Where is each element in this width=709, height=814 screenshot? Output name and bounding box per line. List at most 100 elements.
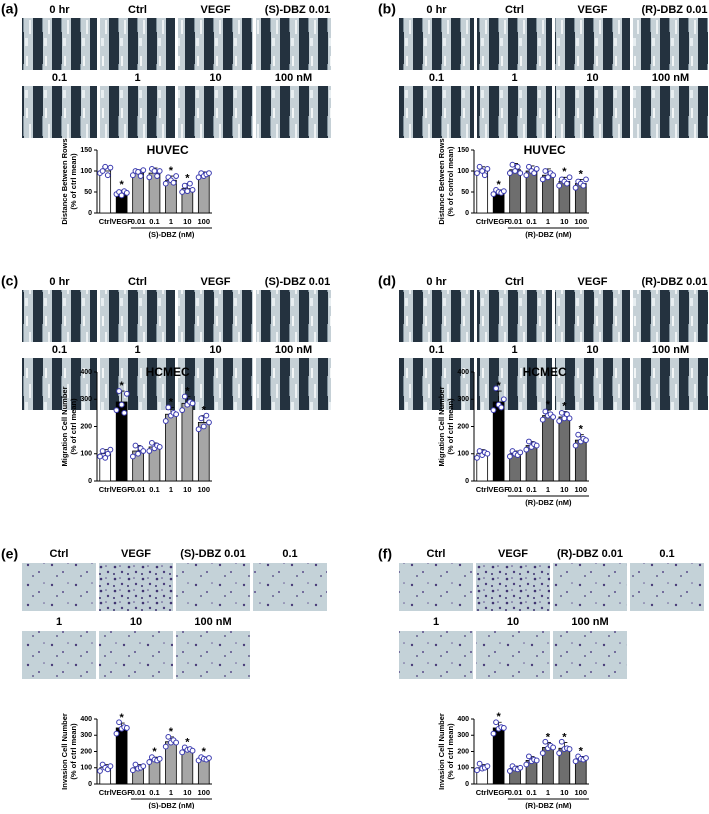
- micrograph: [256, 18, 331, 70]
- image-label: (R)-DBZ 0.01: [641, 276, 707, 288]
- data-point: [526, 163, 532, 170]
- x-tick-label: 1: [169, 217, 173, 226]
- y-tick-label: 100: [457, 765, 469, 772]
- bar: [197, 174, 210, 214]
- data-point: [533, 166, 540, 172]
- micrograph: [633, 86, 708, 138]
- data-point: [189, 747, 196, 754]
- data-point: [200, 423, 207, 430]
- data-point: [179, 749, 186, 756]
- data-point: [195, 426, 202, 433]
- bar: [165, 413, 177, 482]
- y-axis-label: Distance Between Rows: [437, 138, 446, 224]
- image-label: 0 hr: [426, 4, 447, 16]
- image-label: 10: [130, 616, 142, 628]
- image-label: 1: [511, 344, 517, 356]
- data-point: [523, 446, 530, 453]
- image-label: 0.1: [282, 548, 297, 560]
- x-tick-label: 0.1: [149, 217, 159, 226]
- data-point: [135, 450, 141, 457]
- micrograph: [553, 631, 627, 679]
- data-point: [542, 408, 549, 415]
- micrograph: [555, 358, 630, 410]
- data-point: [113, 407, 120, 414]
- micrograph: [477, 290, 552, 342]
- significance-marker: *: [120, 380, 125, 392]
- data-point: [146, 759, 153, 765]
- data-point: [129, 453, 136, 460]
- image-label: (S)-DBZ 0.01: [180, 548, 245, 560]
- data-point: [206, 170, 212, 177]
- data-point: [517, 764, 524, 771]
- x-tick-label: 0.01: [131, 788, 146, 797]
- bar: [492, 401, 505, 482]
- data-point: [184, 188, 191, 195]
- image-label: 0.1: [52, 344, 67, 356]
- significance-marker: *: [562, 166, 567, 178]
- data-point: [484, 763, 491, 770]
- bar: [181, 749, 194, 785]
- image-label: 10: [507, 616, 519, 628]
- image-label: Ctrl: [505, 4, 524, 16]
- x-axis-label: (S)-DBZ (nM): [149, 230, 195, 239]
- data-point: [179, 407, 186, 414]
- image-label: 10: [209, 72, 221, 84]
- significance-marker: *: [562, 731, 567, 743]
- image-label: 1: [134, 344, 140, 356]
- data-point: [206, 419, 212, 426]
- significance-marker: *: [120, 179, 125, 191]
- micrograph: [633, 18, 708, 70]
- image-label: (R)-DBZ 0.01: [641, 4, 707, 16]
- micrograph: [176, 563, 250, 611]
- data-point: [572, 442, 579, 449]
- image-label: 10: [209, 344, 221, 356]
- data-point: [564, 180, 570, 187]
- data-point: [151, 168, 158, 174]
- y-tick-label: 400: [457, 369, 469, 376]
- bar: [181, 402, 194, 482]
- bar: [492, 727, 505, 785]
- data-point: [203, 412, 210, 419]
- data-point: [506, 170, 513, 177]
- data-point: [140, 167, 147, 174]
- x-tick-label: 10: [560, 485, 568, 494]
- bar: [542, 415, 554, 482]
- data-point: [173, 739, 180, 746]
- data-point: [189, 187, 196, 193]
- data-point: [116, 388, 122, 394]
- data-point: [490, 730, 497, 737]
- data-point: [97, 768, 103, 774]
- x-tick-label: 1: [546, 788, 550, 797]
- micrograph: [256, 358, 331, 410]
- data-point: [481, 172, 488, 179]
- data-point: [566, 174, 573, 181]
- data-point: [493, 385, 499, 392]
- micrograph: [630, 563, 704, 611]
- x-tick-label: 1: [169, 485, 173, 494]
- data-point: [149, 439, 155, 446]
- y-tick-label: 0: [465, 210, 469, 217]
- y-tick-label: 50: [461, 189, 469, 196]
- image-label: 0.1: [52, 72, 67, 84]
- data-point: [137, 173, 144, 179]
- significance-marker: *: [497, 711, 502, 723]
- data-point: [123, 189, 130, 196]
- x-tick-label: 1: [546, 217, 550, 226]
- y-tick-label: 200: [457, 423, 469, 430]
- data-point: [132, 442, 139, 449]
- data-point: [179, 189, 186, 195]
- significance-marker: *: [185, 173, 190, 185]
- data-point: [162, 180, 169, 187]
- image-label: Ctrl: [128, 276, 147, 288]
- micrograph: [477, 358, 552, 410]
- micrograph: [633, 290, 708, 342]
- micrograph: [178, 290, 253, 342]
- data-point: [156, 168, 163, 174]
- micrograph: [256, 86, 331, 138]
- data-point: [564, 411, 570, 418]
- micrograph: [100, 18, 175, 70]
- data-point: [556, 182, 563, 189]
- y-axis-label: (% of ctrl mean): [446, 723, 455, 780]
- image-label: 1: [511, 72, 517, 84]
